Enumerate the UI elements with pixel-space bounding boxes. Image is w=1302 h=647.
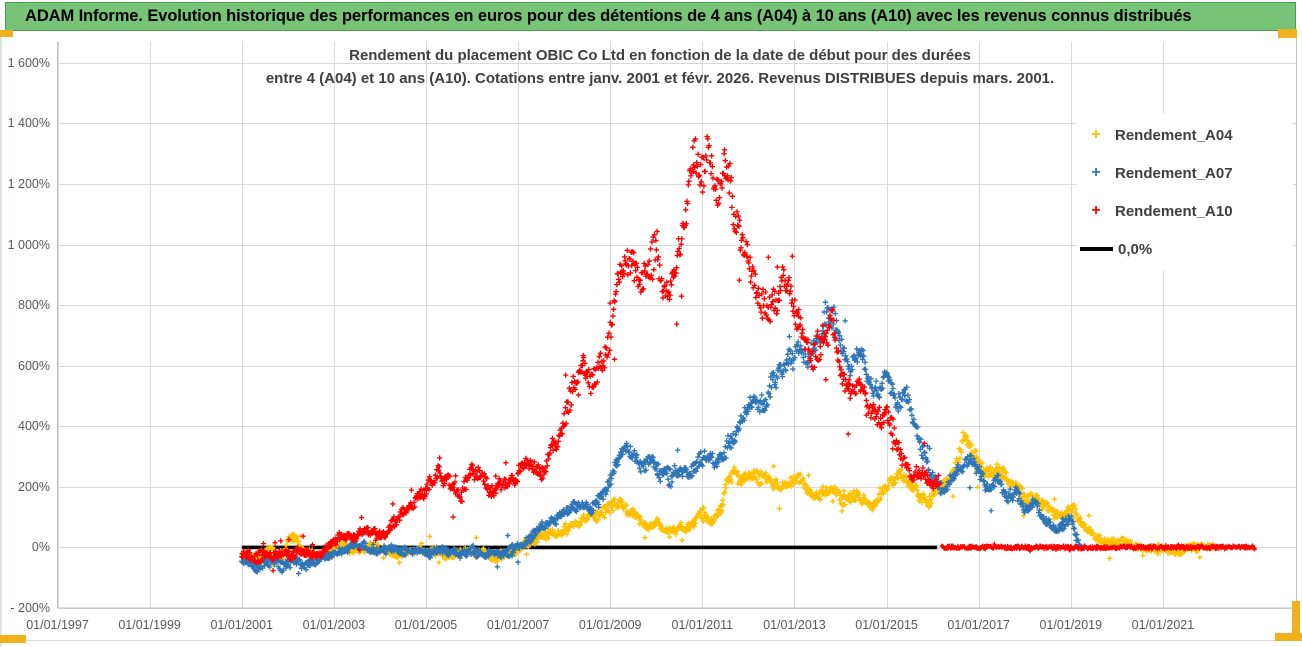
right-frame-line xyxy=(1296,36,1297,640)
x-axis-tick-label: 01/01/2015 xyxy=(855,618,918,632)
plus-marker-icon: + xyxy=(1091,126,1101,143)
bottom-frame-line xyxy=(0,640,1302,641)
y-axis-tick-label: 1 000% xyxy=(7,237,50,252)
y-axis-tick-label: 800% xyxy=(18,298,50,313)
chart-legend: + Rendement_A04 + Rendement_A07 + Rendem… xyxy=(1077,114,1293,270)
y-axis-tick-label: 0% xyxy=(31,540,50,555)
corner-accent-bottom-right-vertical xyxy=(1292,601,1300,640)
x-axis-tick-label: 01/01/2011 xyxy=(671,618,734,632)
corner-accent-bottom-right-horizontal xyxy=(1275,633,1302,641)
corner-accent-top-right xyxy=(1278,29,1297,38)
legend-item-a10: + Rendement_A10 xyxy=(1077,192,1293,230)
x-axis-tick-label: 01/01/2007 xyxy=(486,618,550,632)
y-axis-tick-label: 400% xyxy=(18,419,50,434)
x-axis-tick-label: 01/01/1997 xyxy=(26,618,89,632)
x-axis-tick-label: 01/01/2013 xyxy=(763,618,826,632)
legend-item-zero-line: 0,0% xyxy=(1077,230,1293,268)
x-axis-tick-label: 01/01/2019 xyxy=(1039,618,1103,632)
x-axis-tick-label: 01/01/2005 xyxy=(394,618,458,632)
chart-title-line2: entre 4 (A04) et 10 ans (A10). Cotations… xyxy=(265,70,1055,87)
y-axis-tick-label: 600% xyxy=(18,358,50,373)
y-axis-tick-label: 1 400% xyxy=(7,116,50,131)
corner-accent-bottom-left xyxy=(0,635,26,643)
x-axis-tick-label: 01/01/2003 xyxy=(302,618,366,632)
left-frame-line xyxy=(0,31,2,647)
x-axis-tick-label: 01/01/2001 xyxy=(210,618,274,632)
title-banner: ADAM Informe. Evolution historique des p… xyxy=(5,2,1296,31)
legend-item-a04: + Rendement_A04 xyxy=(1077,116,1293,154)
corner-accent-top-left xyxy=(0,30,13,37)
x-axis-tick-label: 01/01/2021 xyxy=(1131,618,1195,632)
legend-label: 0,0% xyxy=(1118,240,1153,258)
y-axis-tick-label: 200% xyxy=(18,479,50,494)
zero-line-icon xyxy=(1080,247,1113,251)
legend-label: Rendement_A04 xyxy=(1115,126,1233,144)
plus-marker-icon: + xyxy=(1091,202,1101,219)
legend-label: Rendement_A10 xyxy=(1115,202,1233,220)
y-axis-tick-label: 1 200% xyxy=(7,176,50,191)
plus-marker-icon: + xyxy=(1091,164,1101,181)
y-axis-tick-label: - 200% xyxy=(10,600,50,615)
chart-title-line1: Rendement du placement OBIC Co Ltd en fo… xyxy=(349,47,971,64)
x-axis-tick-label: 01/01/2009 xyxy=(578,618,642,632)
x-axis-tick-label: 01/01/2017 xyxy=(947,618,1010,632)
legend-label: Rendement_A07 xyxy=(1115,164,1233,182)
x-axis-tick-label: 01/01/1999 xyxy=(118,618,181,632)
legend-item-a07: + Rendement_A07 xyxy=(1077,154,1293,192)
y-axis-tick-label: 1 600% xyxy=(7,55,50,70)
banner-title: ADAM Informe. Evolution historique des p… xyxy=(25,7,1192,25)
